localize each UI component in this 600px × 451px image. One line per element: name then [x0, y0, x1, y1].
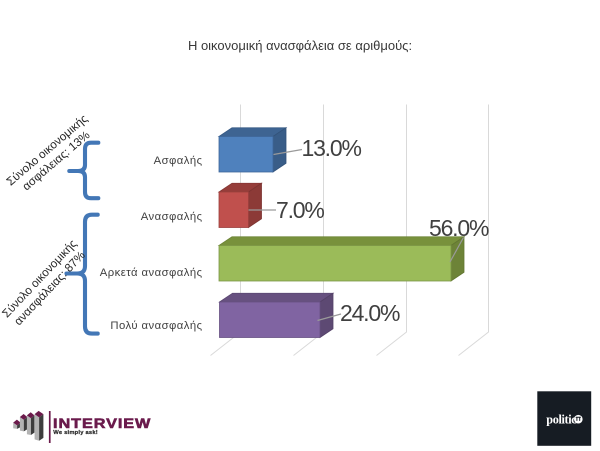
- svg-text:politic: politic: [546, 412, 577, 426]
